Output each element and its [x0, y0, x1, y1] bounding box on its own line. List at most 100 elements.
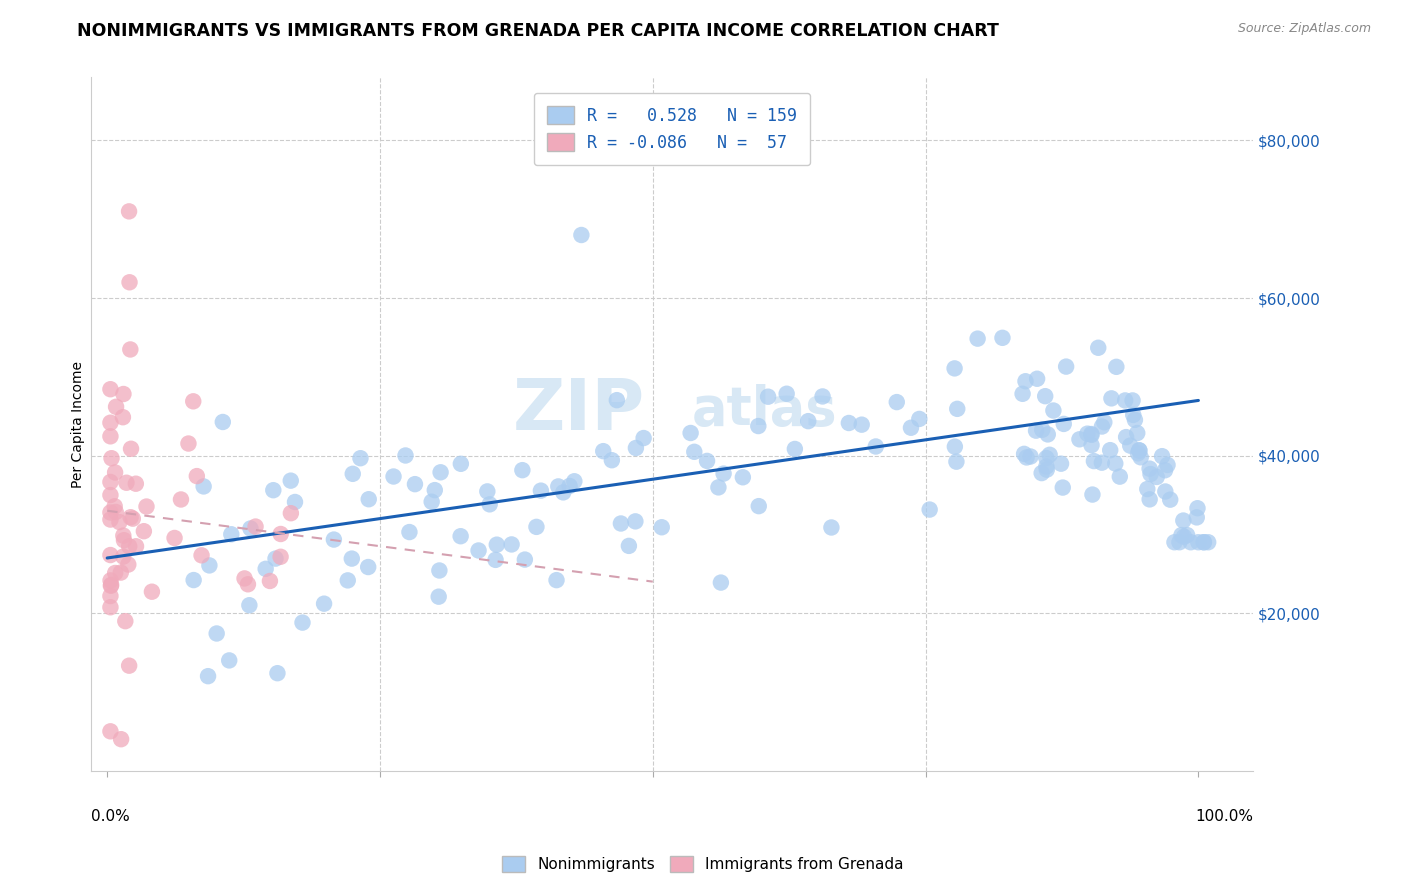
- Text: atlas: atlas: [692, 384, 838, 436]
- Y-axis label: Per Capita Income: Per Capita Income: [72, 360, 86, 488]
- Point: [1129, 450, 1152, 465]
- Point: [100, 548, 122, 562]
- Point: [1035, 450, 1057, 465]
- Point: [838, 416, 860, 430]
- Point: [1168, 535, 1191, 549]
- Point: [450, 529, 472, 543]
- Point: [100, 488, 122, 502]
- Point: [197, 669, 219, 683]
- Point: [262, 483, 284, 498]
- Point: [100, 578, 122, 592]
- Point: [342, 467, 364, 481]
- Point: [120, 442, 142, 456]
- Point: [513, 552, 536, 566]
- Point: [404, 477, 426, 491]
- Point: [100, 574, 122, 588]
- Point: [1099, 392, 1122, 406]
- Point: [610, 516, 633, 531]
- Point: [1136, 482, 1159, 496]
- Point: [748, 499, 770, 513]
- Point: [756, 390, 779, 404]
- Point: [1139, 461, 1161, 475]
- Point: [100, 429, 122, 443]
- Point: [562, 475, 585, 489]
- Point: [1015, 450, 1038, 465]
- Point: [679, 425, 702, 440]
- Point: [1114, 393, 1136, 408]
- Point: [1033, 389, 1056, 403]
- Point: [1039, 448, 1062, 462]
- Point: [1052, 481, 1074, 495]
- Point: [485, 538, 508, 552]
- Point: [322, 533, 344, 547]
- Point: [713, 467, 735, 481]
- Point: [1053, 417, 1076, 431]
- Point: [1128, 443, 1150, 458]
- Point: [394, 449, 416, 463]
- Point: [264, 551, 287, 566]
- Point: [991, 331, 1014, 345]
- Point: [553, 485, 575, 500]
- Point: [111, 410, 134, 425]
- Point: [190, 549, 212, 563]
- Point: [118, 658, 141, 673]
- Point: [1175, 528, 1198, 542]
- Point: [1019, 450, 1042, 464]
- Point: [100, 579, 122, 593]
- Point: [1139, 492, 1161, 507]
- Point: [1080, 428, 1102, 442]
- Point: [104, 500, 127, 514]
- Point: [1180, 535, 1202, 549]
- Point: [121, 511, 143, 525]
- Point: [398, 524, 420, 539]
- Point: [1115, 430, 1137, 444]
- Point: [707, 480, 730, 494]
- Point: [100, 512, 122, 526]
- Point: [118, 204, 141, 219]
- Point: [747, 419, 769, 434]
- Point: [236, 577, 259, 591]
- Point: [221, 527, 243, 541]
- Point: [1099, 443, 1122, 458]
- Point: [112, 549, 135, 564]
- Legend: Nonimmigrants, Immigrants from Grenada: Nonimmigrants, Immigrants from Grenada: [495, 848, 911, 880]
- Point: [512, 463, 534, 477]
- Point: [429, 465, 451, 479]
- Point: [865, 440, 887, 454]
- Point: [651, 520, 673, 534]
- Point: [420, 494, 443, 508]
- Point: [163, 531, 186, 545]
- Point: [571, 227, 593, 242]
- Point: [1173, 530, 1195, 544]
- Point: [1126, 446, 1149, 460]
- Point: [336, 574, 359, 588]
- Point: [1123, 413, 1146, 427]
- Point: [1154, 484, 1177, 499]
- Point: [900, 421, 922, 435]
- Point: [966, 332, 988, 346]
- Point: [114, 614, 136, 628]
- Point: [1154, 463, 1177, 477]
- Point: [118, 275, 141, 289]
- Point: [233, 571, 256, 585]
- Point: [1069, 433, 1091, 447]
- Point: [1081, 487, 1104, 501]
- Point: [1091, 419, 1114, 434]
- Point: [284, 495, 307, 509]
- Point: [811, 389, 834, 403]
- Point: [1080, 427, 1102, 442]
- Point: [1187, 535, 1209, 549]
- Point: [943, 361, 966, 376]
- Point: [558, 479, 581, 493]
- Point: [1105, 359, 1128, 374]
- Point: [1012, 447, 1035, 461]
- Point: [1104, 457, 1126, 471]
- Point: [120, 343, 142, 357]
- Point: [115, 475, 138, 490]
- Point: [183, 573, 205, 587]
- Text: NONIMMIGRANTS VS IMMIGRANTS FROM GRENADA PER CAPITA INCOME CORRELATION CHART: NONIMMIGRANTS VS IMMIGRANTS FROM GRENADA…: [77, 22, 1000, 40]
- Point: [259, 574, 281, 588]
- Point: [1126, 425, 1149, 440]
- Point: [132, 524, 155, 539]
- Point: [1036, 462, 1059, 476]
